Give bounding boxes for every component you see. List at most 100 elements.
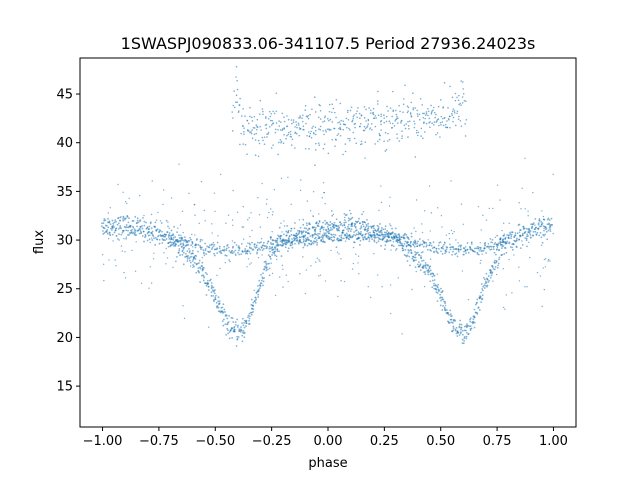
data-point (235, 101, 237, 104)
data-point (339, 123, 342, 126)
data-point (483, 287, 486, 289)
data-point (183, 236, 186, 239)
data-point (425, 112, 428, 115)
data-point (424, 266, 427, 268)
data-point (220, 249, 222, 252)
data-point (460, 248, 463, 251)
data-point (123, 218, 126, 221)
data-point (248, 312, 251, 315)
data-point (385, 241, 388, 243)
data-point (322, 181, 325, 184)
data-point (353, 137, 356, 140)
data-point (302, 238, 305, 241)
data-point (457, 250, 460, 253)
data-point (446, 126, 449, 129)
data-point (402, 111, 404, 113)
data-point (461, 338, 464, 341)
data-point (476, 301, 478, 304)
data-point (474, 303, 477, 306)
data-point (222, 324, 225, 327)
data-point (397, 277, 399, 279)
data-point (402, 98, 405, 100)
data-point (368, 240, 371, 243)
data-point (301, 120, 304, 123)
data-point (288, 241, 290, 243)
data-point (227, 246, 230, 249)
data-point (452, 248, 455, 251)
data-point (344, 124, 347, 126)
data-point (275, 110, 278, 113)
data-point (102, 233, 105, 235)
data-point (416, 242, 419, 245)
data-point (449, 126, 451, 129)
data-point (112, 222, 115, 225)
data-point (421, 223, 423, 225)
data-point (320, 240, 323, 242)
data-point (178, 249, 181, 252)
data-point (349, 212, 352, 215)
data-point (418, 261, 420, 264)
data-point (186, 256, 189, 258)
data-point (431, 286, 434, 289)
data-point (542, 267, 545, 269)
data-point (307, 242, 310, 245)
data-point (260, 273, 262, 276)
data-point (290, 227, 292, 230)
data-point (359, 125, 361, 128)
data-point (378, 230, 380, 233)
data-point (262, 241, 265, 244)
data-point (531, 227, 533, 230)
data-point (423, 112, 425, 115)
data-point (342, 231, 344, 234)
data-point (242, 226, 245, 228)
data-point (521, 240, 523, 242)
data-point (327, 235, 330, 238)
data-point (510, 237, 512, 240)
data-point (520, 234, 522, 237)
data-point (191, 249, 194, 252)
data-point (441, 121, 444, 123)
data-point (271, 238, 274, 241)
data-point (315, 233, 318, 236)
data-point (271, 119, 274, 122)
data-point (208, 244, 211, 247)
data-point (224, 323, 227, 326)
data-point (199, 240, 202, 243)
data-point (265, 262, 268, 265)
data-point (473, 247, 476, 250)
data-point (325, 130, 327, 133)
data-point (180, 239, 183, 241)
data-point (182, 251, 185, 254)
data-point (300, 235, 303, 238)
data-point (280, 177, 283, 180)
data-point (142, 230, 145, 233)
data-point (286, 115, 288, 117)
data-point (253, 243, 256, 246)
data-point (274, 239, 277, 242)
data-point (261, 238, 263, 240)
data-point (287, 118, 290, 121)
data-point (237, 336, 240, 338)
data-point (433, 287, 436, 290)
data-point (529, 256, 531, 259)
data-point (252, 301, 255, 304)
data-point (464, 249, 467, 252)
data-point (432, 274, 435, 276)
data-point (409, 264, 411, 267)
data-point (241, 317, 244, 320)
data-point (347, 118, 350, 121)
data-point (280, 245, 283, 247)
data-point (223, 245, 226, 248)
data-point (114, 219, 117, 222)
data-point (389, 122, 392, 124)
data-point (182, 244, 184, 246)
data-point (234, 253, 237, 256)
data-point (439, 293, 442, 296)
data-point (314, 240, 317, 243)
data-point (335, 218, 338, 221)
data-point (476, 245, 479, 248)
data-point (119, 219, 121, 222)
data-point (347, 230, 350, 232)
data-point (257, 196, 259, 199)
x-axis-label: phase (308, 456, 347, 471)
